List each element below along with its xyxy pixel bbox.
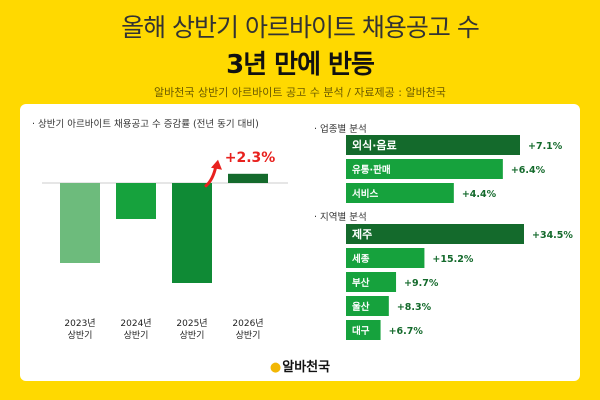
chart-industry-category-0: 외식·음료: [352, 138, 397, 152]
chart-region-category-4: 대구: [352, 325, 370, 337]
category-label-2: 2025년: [176, 318, 207, 329]
chart-region-value-2: +9.7%: [404, 278, 439, 289]
chart-region-value-0: +34.5%: [532, 230, 573, 241]
chart-industry-value-0: +7.1%: [528, 141, 563, 152]
bar-2: [172, 183, 212, 283]
brand-name: 알바천국: [282, 360, 331, 375]
subtitle: 알바천국 상반기 아르바이트 공고 수 분석 / 자료제공 : 알바천국: [154, 86, 446, 99]
chart-industry-category-1: 유통·판매: [352, 164, 391, 176]
region-bar-chart: 제주 +34.5% 세종 +15.2% 부산 +9.7% 울산 +8.3% 대구 +6.7%: [346, 224, 573, 340]
title-line1: 올해 상반기 아르바이트 채용공고 수: [121, 13, 480, 42]
category-label-1: 상반기: [124, 330, 149, 341]
chart-industry-bar-0: [346, 135, 520, 155]
category-label-0: 상반기: [68, 330, 93, 341]
chart-region-bar-1: [346, 248, 425, 268]
chart-title-region: · 지역별 분석: [314, 212, 367, 223]
category-label-3: 2026년: [232, 318, 263, 329]
category-label-0: 2023년: [64, 318, 95, 329]
bar-3: [228, 173, 268, 183]
bar-1: [116, 183, 156, 219]
bar-0: [60, 183, 100, 263]
category-label-2: 상반기: [180, 330, 205, 341]
industry-bar-chart: 외식·음료 +7.1% 유통·판매 +6.4% 서비스 +4.4%: [346, 135, 563, 203]
chart-title-industry: · 업종별 분석: [314, 124, 367, 135]
chart-region-category-3: 울산: [352, 301, 370, 313]
increase-arrow-icon: [204, 159, 222, 188]
chart-region-bar-3: [346, 296, 389, 316]
chart-region-bar-0: [346, 224, 524, 244]
chart-region-bar-4: [346, 320, 381, 340]
chart-region-category-2: 부산: [352, 277, 370, 289]
category-label-3: 상반기: [236, 330, 261, 341]
bee-icon: ●: [269, 360, 282, 375]
chart-industry-value-1: +6.4%: [511, 165, 546, 176]
chart-region-category-1: 세종: [352, 253, 370, 265]
brand-logo: ●알바천국: [20, 356, 580, 375]
chart-industry-bar-2: [346, 183, 454, 203]
chart-region-bar-2: [346, 272, 397, 292]
chart-region-category-0: 제주: [352, 227, 372, 241]
chart-title-yoy: · 상반기 아르바이트 채용공고 수 증감률 (전년 동기 대비): [32, 119, 259, 130]
title-line2: 3년 만에 반등: [226, 50, 375, 80]
value-label-3: +2.3%: [225, 150, 276, 166]
chart-industry-value-2: +4.4%: [462, 189, 497, 200]
chart-region-value-1: +15.2%: [432, 254, 473, 265]
chart-card: · 상반기 아르바이트 채용공고 수 증감률 (전년 동기 대비) · 업종별 …: [20, 104, 580, 381]
chart-industry-bar-1: [346, 159, 503, 179]
chart-industry-category-2: 서비스: [352, 188, 378, 200]
chart-region-value-3: +8.3%: [397, 302, 432, 313]
chart-region-value-4: +6.7%: [389, 326, 424, 337]
category-label-1: 2024년: [120, 318, 151, 329]
